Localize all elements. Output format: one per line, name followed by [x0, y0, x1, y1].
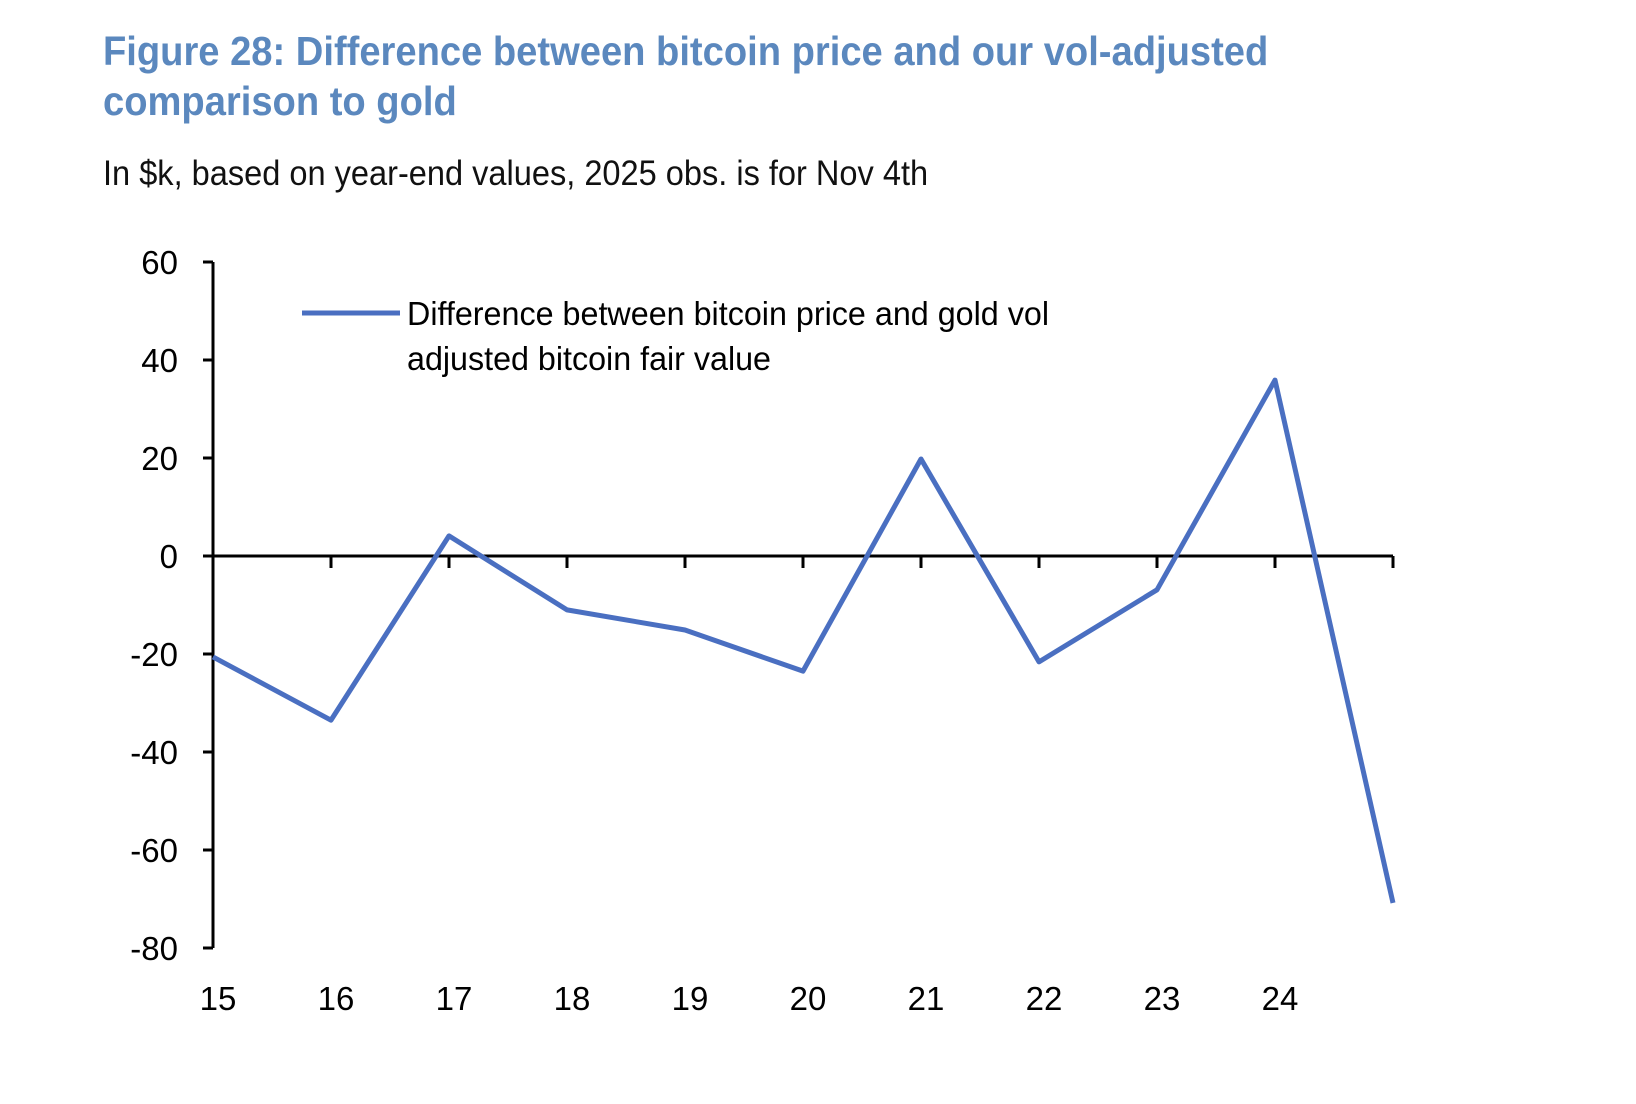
legend-label-line-1: Difference between bitcoin price and gol…: [407, 295, 1049, 332]
x-tick-label: 24: [1262, 980, 1299, 1017]
x-tick-label: 23: [1144, 980, 1181, 1017]
y-tick-label: 20: [141, 440, 178, 477]
chart-title: Figure 28: Difference between bitcoin pr…: [103, 28, 1269, 124]
tick-labels: 60 40 20 0 -20 -40 -60 -80 15 16 17 18 19 20 21 22 23 24: [130, 244, 1298, 1017]
legend: Difference between bitcoin price and gol…: [302, 295, 1049, 377]
x-tick-label: 15: [200, 980, 237, 1017]
y-tick-label: -40: [130, 734, 178, 771]
x-tick-label: 18: [554, 980, 591, 1017]
chart-subtitle: In $k, based on year-end values, 2025 ob…: [103, 154, 929, 193]
y-tick-label: -60: [130, 832, 178, 869]
y-tick-label: -80: [130, 930, 178, 967]
x-tick-label: 16: [318, 980, 355, 1017]
axes: [203, 260, 1395, 950]
y-tick-label: 40: [141, 342, 178, 379]
legend-label-line-2: adjusted bitcoin fair value: [407, 340, 771, 377]
y-tick-label: -20: [130, 636, 178, 673]
x-tick-label: 22: [1026, 980, 1063, 1017]
series: [211, 377, 1396, 904]
x-tick-label: 19: [672, 980, 709, 1017]
x-tick-label: 21: [908, 980, 945, 1017]
y-tick-label: 60: [141, 244, 178, 281]
series-line: [211, 377, 1396, 904]
x-tick-label: 17: [436, 980, 473, 1017]
x-tick-label: 20: [790, 980, 827, 1017]
y-tick-label: 0: [160, 538, 178, 575]
